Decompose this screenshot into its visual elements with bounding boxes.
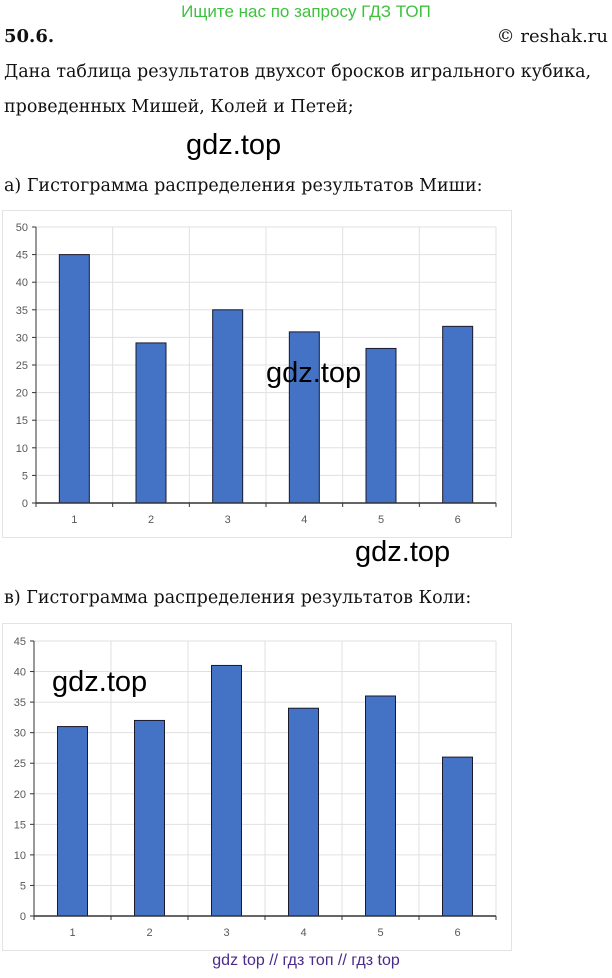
x-tick-label: 6 xyxy=(454,927,460,939)
y-tick-label: 35 xyxy=(16,305,28,317)
watermark: gdz.top xyxy=(186,129,282,161)
x-tick-label: 5 xyxy=(377,927,383,939)
x-tick-label: 6 xyxy=(455,514,461,526)
search-banner: Ищите нас по запросу ГДЗ ТОП xyxy=(181,2,431,21)
y-tick-label: 25 xyxy=(14,758,26,770)
y-tick-label: 35 xyxy=(14,697,26,709)
y-tick-label: 25 xyxy=(16,360,28,372)
y-tick-label: 20 xyxy=(16,388,28,400)
x-tick-label: 4 xyxy=(301,514,307,526)
y-tick-label: 0 xyxy=(22,498,28,510)
x-tick-label: 2 xyxy=(146,927,152,939)
y-tick-label: 20 xyxy=(14,789,26,801)
y-tick-label: 10 xyxy=(16,443,28,455)
y-tick-label: 45 xyxy=(14,636,26,648)
y-tick-label: 5 xyxy=(22,470,28,482)
bar-4 xyxy=(288,331,320,504)
y-tick-label: 0 xyxy=(20,911,26,923)
x-tick-label: 4 xyxy=(300,927,306,939)
x-tick-label: 1 xyxy=(69,927,75,939)
y-tick-label: 10 xyxy=(14,850,26,862)
bar-1 xyxy=(58,254,90,504)
bar-5 xyxy=(365,347,397,504)
bar-1 xyxy=(57,726,88,917)
watermark: gdz.top xyxy=(52,666,148,698)
bar-2 xyxy=(134,719,165,917)
bar-6 xyxy=(442,325,474,504)
histogram-misha: 0 5 10 15 20 25 30 35 40 45 50 1 2 3 4 5 6 xyxy=(2,210,512,538)
y-tick-label: 40 xyxy=(14,667,26,679)
caption-a: а) Гистограмма распределения результатов… xyxy=(4,176,483,196)
problem-number: 50.6. xyxy=(4,26,55,47)
y-tick-label: 40 xyxy=(16,277,28,289)
x-tick-label: 1 xyxy=(71,514,77,526)
x-tick-label: 5 xyxy=(378,514,384,526)
bar-2 xyxy=(135,342,167,504)
y-tick-label: 30 xyxy=(16,332,28,344)
y-tick-label: 5 xyxy=(20,880,26,892)
histogram-kolya: 0 5 10 15 20 25 30 35 40 45 1 2 3 4 5 6 xyxy=(2,623,512,951)
bar-3 xyxy=(212,309,244,504)
watermark: gdz.top xyxy=(266,357,362,389)
y-tick-label: 15 xyxy=(16,415,28,427)
text-line-1: Дана таблица результатов двухсот бросков… xyxy=(4,62,592,82)
x-tick-label: 3 xyxy=(223,927,229,939)
bar-4 xyxy=(288,707,319,917)
bar-6 xyxy=(442,756,473,917)
footer-links: gdz top // гдз топ // гдз top xyxy=(212,952,400,969)
y-tick-label: 15 xyxy=(14,819,26,831)
bar-3 xyxy=(211,664,242,917)
x-tick-label: 2 xyxy=(148,514,154,526)
text-line-2: проведенных Мишей, Колей и Петей; xyxy=(4,97,354,117)
bar-5 xyxy=(365,695,396,917)
y-tick-label: 50 xyxy=(16,222,28,234)
caption-b: в) Гистограмма распределения результатов… xyxy=(4,588,472,608)
y-tick-label: 30 xyxy=(14,728,26,740)
watermark: gdz.top xyxy=(355,536,451,568)
x-tick-label: 3 xyxy=(225,514,231,526)
y-tick-label: 45 xyxy=(16,250,28,262)
copyright: © reshak.ru xyxy=(496,26,608,47)
